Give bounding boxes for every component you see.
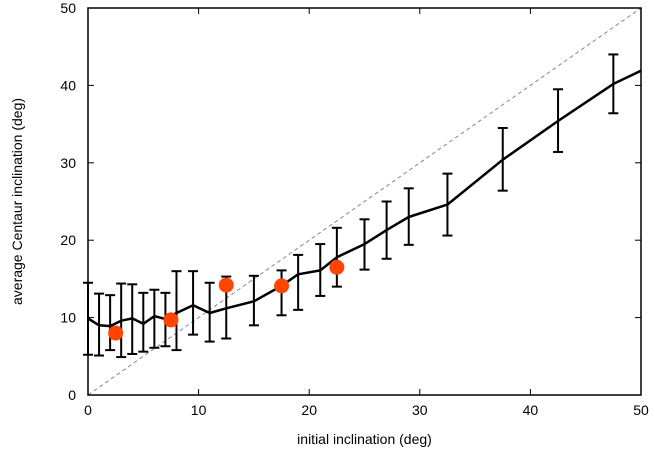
x-tick-label: 20 bbox=[301, 402, 317, 418]
error-bar-layer bbox=[83, 53, 619, 359]
y-tick-label: 0 bbox=[68, 387, 76, 403]
plot-frame bbox=[87, 7, 642, 396]
y-tick-label: 30 bbox=[60, 155, 76, 171]
data-point bbox=[329, 259, 345, 275]
x-tick-label: 50 bbox=[633, 402, 649, 418]
y-axis-title: average Centaur inclination (deg) bbox=[9, 98, 25, 305]
tick-layer: 0 10 20 30 40 50 0 10 20 30 40 50 bbox=[60, 0, 649, 418]
error-bar bbox=[293, 253, 304, 311]
x-axis-title: initial inclination (deg) bbox=[297, 431, 432, 447]
data-point bbox=[163, 312, 179, 328]
error-bar bbox=[188, 270, 199, 336]
error-bar bbox=[171, 270, 182, 352]
x-tick-label: 40 bbox=[523, 402, 539, 418]
scatter-layer bbox=[108, 259, 345, 341]
data-point bbox=[108, 325, 124, 341]
y-tick-label: 50 bbox=[60, 0, 76, 16]
x-tick-label: 0 bbox=[84, 402, 92, 418]
diagonal-reference-line bbox=[87, 7, 642, 396]
x-tick-label: 10 bbox=[191, 402, 207, 418]
y-tick-label: 40 bbox=[60, 77, 76, 93]
line-layer bbox=[87, 69, 642, 328]
data-point bbox=[218, 277, 234, 293]
average-inclination-line bbox=[87, 69, 642, 328]
data-point bbox=[274, 278, 290, 294]
y-tick-label: 10 bbox=[60, 310, 76, 326]
error-bar bbox=[138, 291, 149, 353]
error-bar bbox=[149, 288, 160, 349]
reference-line-layer bbox=[87, 7, 642, 396]
x-tick-label: 30 bbox=[412, 402, 428, 418]
error-bar bbox=[105, 294, 116, 352]
y-tick-label: 20 bbox=[60, 232, 76, 248]
